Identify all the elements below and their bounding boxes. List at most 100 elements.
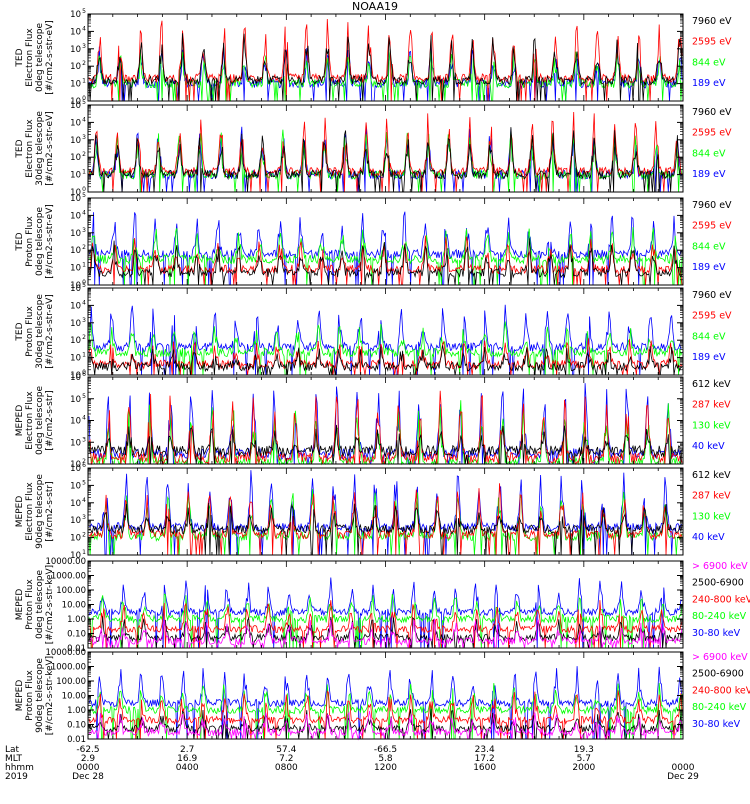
legend-entry: 130 keV (692, 511, 731, 522)
ytick-label: 10 (70, 281, 81, 291)
ytick-exponent: 1 (82, 78, 86, 85)
ytick-exponent: 0 (82, 95, 86, 102)
ytick-exponent: 0 (82, 186, 86, 193)
ytick-label: 10.00 (62, 601, 86, 611)
series-line (88, 483, 683, 556)
ytick-label: 10 (70, 80, 81, 90)
ylabel-line: Electron Flux (25, 119, 35, 178)
ytick-exponent: 5 (82, 479, 86, 486)
ylabel-line: Electron Flux (25, 391, 35, 450)
xtick-label-lat: 2.7 (180, 745, 194, 755)
ytick-exponent: 6 (82, 462, 86, 469)
xtick-label-hhmm: 0000 (77, 763, 100, 773)
series-line (88, 424, 683, 465)
legend-entry: 189 eV (692, 262, 726, 273)
xtick-label-hhmm: 0400 (176, 763, 199, 773)
ylabel-line: MEPED (15, 589, 25, 621)
xtick-label-mlt: 2.9 (81, 754, 96, 764)
ytick-label: 10 (70, 551, 81, 561)
legend-entry: 40 keV (692, 441, 725, 452)
series-line (88, 127, 683, 193)
ytick-exponent: 5 (82, 192, 86, 199)
legend-entry: 189 eV (692, 169, 726, 180)
series-line (88, 708, 683, 740)
legend-entry: 287 keV (692, 491, 731, 502)
ytick-exponent: 4 (82, 209, 86, 216)
ylabel-line: TED (15, 48, 25, 67)
series-line (88, 666, 683, 740)
ylabel-line: 0deg telescope (35, 570, 45, 640)
ylabel-line: [#/cm2-s-str-keV] (45, 656, 55, 735)
ytick-exponent: 2 (82, 60, 86, 67)
ytick-label: 1.00 (67, 706, 86, 716)
legend-entry: 844 eV (692, 57, 726, 68)
xtick-label-mlt: 5.7 (577, 754, 591, 764)
ylabel-line: 90deg telescope (35, 474, 45, 549)
ytick-label: 10 (70, 101, 81, 111)
xaxis-row-label: 2019 (5, 772, 28, 782)
ytick-exponent: 3 (82, 317, 86, 324)
xtick-label-lat: 23.4 (475, 745, 495, 755)
ytick-exponent: 1 (82, 352, 86, 359)
legend-entry: 80-240 keV (692, 702, 747, 713)
ytick-label: 10 (70, 336, 81, 346)
ylabel-line: [#/cm2-s-str-eV] (45, 204, 55, 279)
xtick-label-hhmm: 1600 (473, 763, 496, 773)
chart-title: NOAA19 (352, 0, 398, 13)
ylabel-line: Electron Flux (25, 28, 35, 87)
ytick-label: 10 (70, 301, 81, 311)
ylabel-line: Proton Flux (25, 670, 35, 721)
ytick-exponent: 3 (82, 134, 86, 141)
legend-entry: 240-800 keV (692, 685, 750, 696)
legend-entry: 2595 eV (692, 311, 732, 322)
ytick-label: 10 (70, 284, 81, 294)
legend-entry: 2500-6900 (692, 578, 744, 589)
ytick-label: 10 (70, 62, 81, 72)
ytick-label: 10 (70, 171, 81, 181)
ytick-exponent: 3 (82, 436, 86, 443)
legend-entry: 2500-6900 (692, 669, 744, 680)
ytick-label: 10 (70, 27, 81, 37)
ytick-exponent: 5 (82, 99, 86, 106)
ylabel-line: 30deg telescope (35, 111, 45, 186)
ytick-exponent: 0 (82, 279, 86, 286)
legend-entry: 844 eV (692, 148, 726, 159)
ytick-exponent: 4 (82, 116, 86, 123)
series-line (88, 235, 683, 286)
ytick-exponent: 3 (82, 514, 86, 521)
ytick-exponent: 1 (82, 549, 86, 556)
series-line (88, 18, 683, 102)
series-line (88, 238, 683, 286)
legend-entry: 612 keV (692, 379, 731, 390)
ytick-label: 0.10 (67, 721, 86, 731)
ylabel-line: MEPED (15, 680, 25, 712)
xtick-label-hhmm: 1200 (374, 763, 397, 773)
ylabel-line: 0deg telescope (35, 207, 45, 277)
ytick-exponent: 3 (82, 227, 86, 234)
ylabel-line: [#/cm2-s-str-eV] (45, 111, 55, 186)
ytick-label: 10 (70, 194, 81, 204)
ytick-label: 1000.00 (51, 663, 86, 673)
xaxis-row-label: hhmm (5, 763, 34, 773)
ytick-exponent: 0 (82, 369, 86, 376)
ylabel-line: [#/cm2-s-str-eV] (45, 294, 55, 369)
xtick-label-lat: -66.5 (374, 745, 397, 755)
legend-entry: > 6900 keV (692, 561, 748, 572)
series-line (88, 227, 683, 286)
series-line (88, 600, 683, 649)
xtick-label-lat: 57.4 (276, 745, 296, 755)
ylabel-line: Proton Flux (25, 306, 35, 357)
ytick-label: 10000.00 (45, 648, 86, 658)
ytick-exponent: 5 (82, 282, 86, 289)
legend-entry: 7960 eV (692, 16, 732, 27)
legend-entry: 30-80 keV (692, 628, 741, 639)
ytick-label: 10 (70, 395, 81, 405)
xtick-label-mlt: 7.2 (279, 754, 293, 764)
legend-entry: 7960 eV (692, 200, 732, 211)
ytick-exponent: 5 (82, 393, 86, 400)
legend-entry: 2595 eV (692, 37, 732, 48)
legend-entry: 844 eV (692, 241, 726, 252)
